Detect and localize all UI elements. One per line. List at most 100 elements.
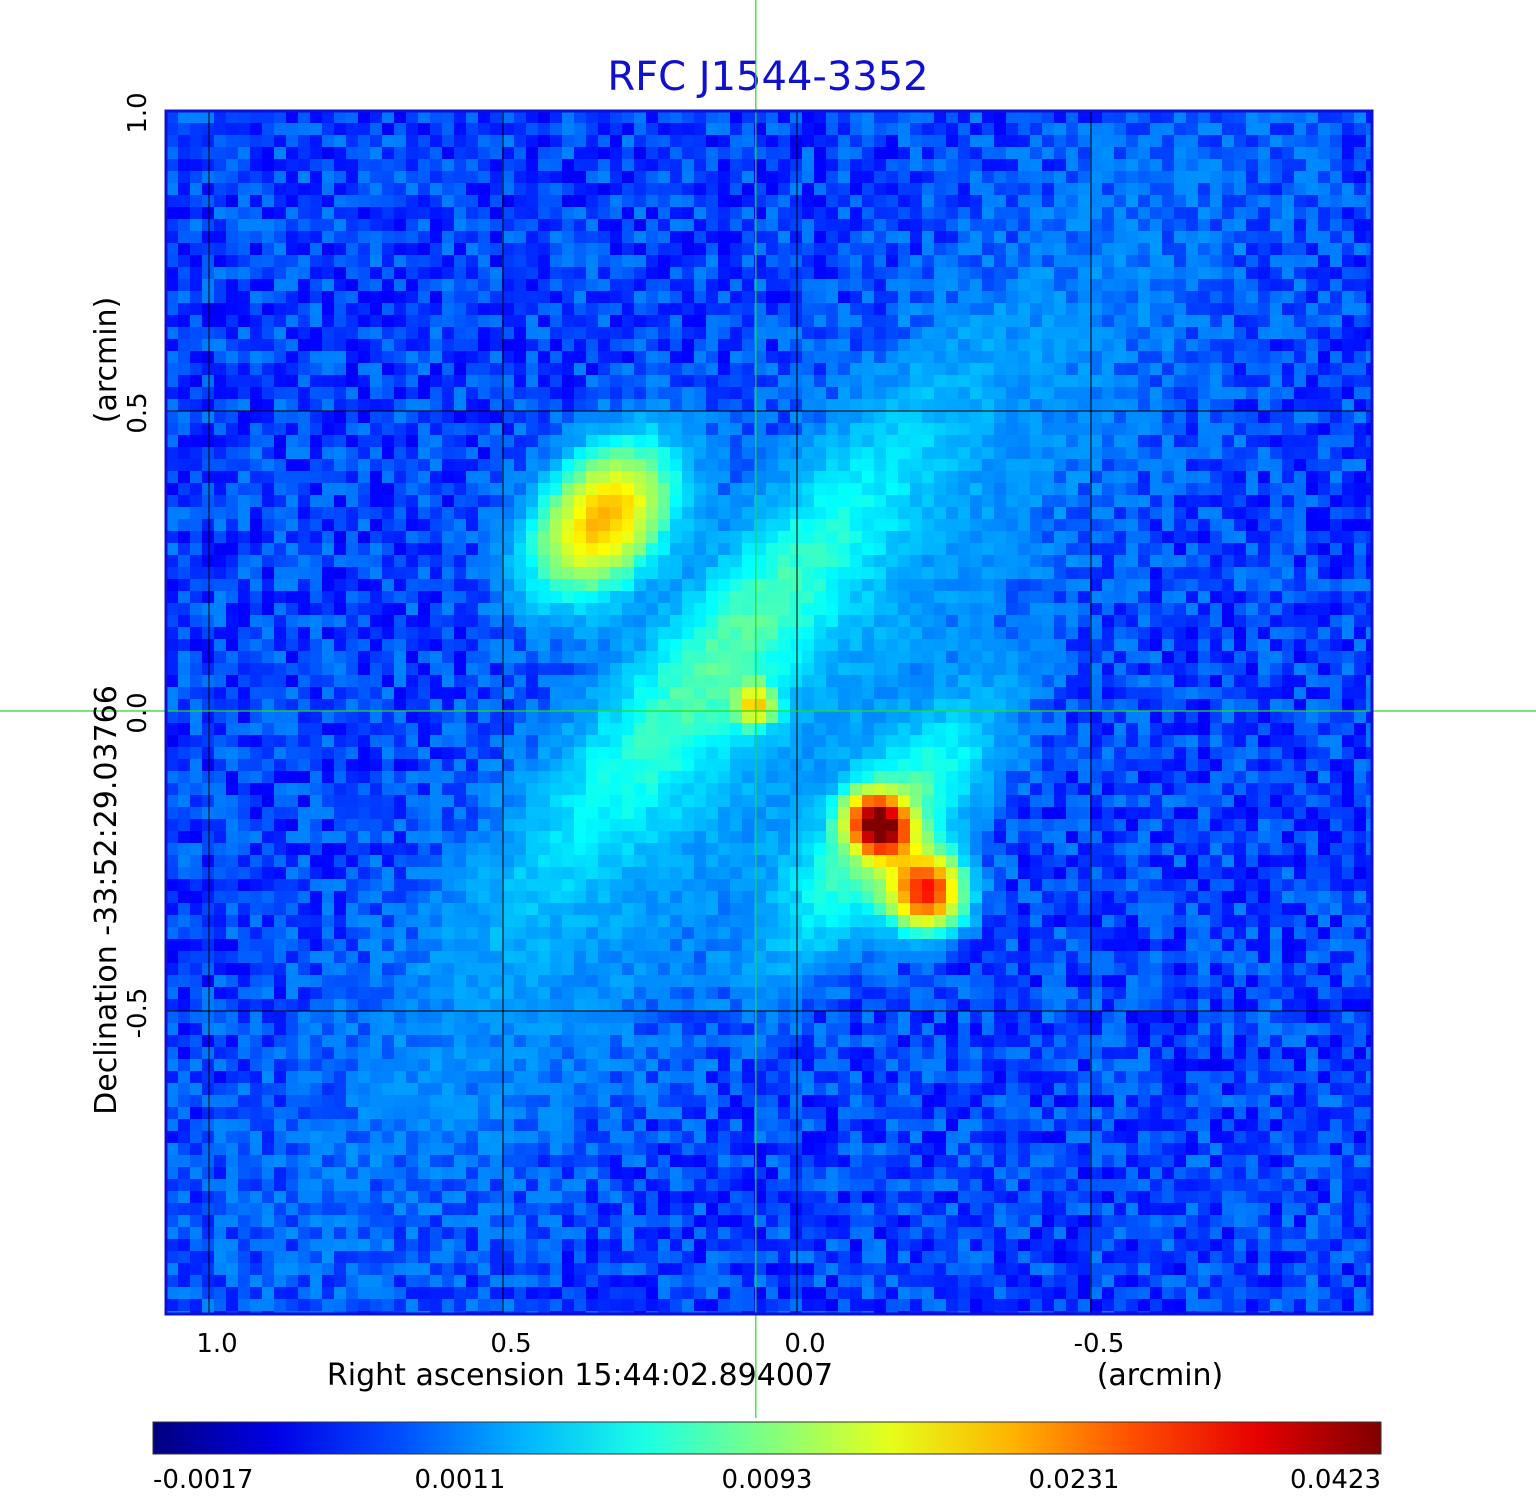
map-pixel <box>1018 255 1031 268</box>
map-pixel <box>682 135 695 148</box>
map-pixel <box>694 135 707 148</box>
map-pixel <box>814 627 827 640</box>
map-pixel <box>1126 339 1139 352</box>
map-pixel <box>250 267 263 280</box>
map-pixel <box>766 531 779 544</box>
map-pixel <box>862 615 875 628</box>
map-pixel <box>166 363 179 376</box>
map-pixel <box>1198 663 1211 676</box>
map-pixel <box>1234 375 1247 388</box>
map-pixel <box>1090 243 1103 256</box>
map-pixel <box>1066 495 1079 508</box>
map-pixel <box>466 279 479 292</box>
map-pixel <box>1258 471 1271 484</box>
map-pixel <box>370 171 383 184</box>
map-pixel <box>442 339 455 352</box>
map-pixel <box>334 531 347 544</box>
map-pixel <box>262 255 275 268</box>
map-pixel <box>1186 135 1199 148</box>
map-pixel <box>1246 507 1259 520</box>
map-pixel <box>1030 363 1043 376</box>
map-pixel <box>406 111 419 124</box>
map-pixel <box>478 291 491 304</box>
map-pixel <box>478 363 491 376</box>
map-pixel <box>1030 267 1043 280</box>
map-pixel <box>814 243 827 256</box>
map-pixel <box>778 591 791 604</box>
map-pixel <box>334 639 347 652</box>
map-pixel <box>1150 447 1163 460</box>
map-pixel <box>238 435 251 448</box>
map-pixel <box>1078 183 1091 196</box>
map-pixel <box>358 663 371 676</box>
map-pixel <box>1318 303 1331 316</box>
map-pixel <box>346 171 359 184</box>
map-pixel <box>334 363 347 376</box>
map-pixel <box>250 687 263 700</box>
map-pixel <box>238 171 251 184</box>
map-pixel <box>226 435 239 448</box>
map-pixel <box>418 699 431 712</box>
map-pixel <box>1054 411 1067 424</box>
map-pixel <box>706 195 719 208</box>
map-pixel <box>658 267 671 280</box>
map-pixel <box>694 411 707 424</box>
map-pixel <box>838 459 851 472</box>
map-pixel <box>1210 207 1223 220</box>
map-pixel <box>694 339 707 352</box>
map-pixel <box>1114 327 1127 340</box>
map-pixel <box>334 483 347 496</box>
map-pixel <box>1102 159 1115 172</box>
map-pixel <box>490 279 503 292</box>
map-pixel <box>286 363 299 376</box>
map-pixel <box>1018 627 1031 640</box>
map-pixel <box>454 507 467 520</box>
map-pixel <box>214 159 227 172</box>
map-pixel <box>1066 375 1079 388</box>
map-pixel <box>238 351 251 364</box>
map-pixel <box>790 471 803 484</box>
map-pixel <box>1174 243 1187 256</box>
map-pixel <box>970 423 983 436</box>
map-pixel <box>1042 279 1055 292</box>
map-pixel <box>574 303 587 316</box>
map-pixel <box>418 423 431 436</box>
map-pixel <box>670 651 683 664</box>
map-pixel <box>1294 435 1307 448</box>
map-pixel <box>826 663 839 676</box>
map-pixel <box>310 327 323 340</box>
map-pixel <box>586 171 599 184</box>
map-pixel <box>1210 183 1223 196</box>
map-pixel <box>778 231 791 244</box>
map-pixel <box>1066 135 1079 148</box>
map-pixel <box>586 147 599 160</box>
map-pixel <box>838 687 851 700</box>
map-pixel <box>1234 327 1247 340</box>
map-pixel <box>826 243 839 256</box>
map-pixel <box>886 351 899 364</box>
map-pixel <box>586 555 599 568</box>
map-pixel <box>1330 639 1343 652</box>
map-pixel <box>1114 219 1127 232</box>
map-pixel <box>1234 195 1247 208</box>
map-pixel <box>874 375 887 388</box>
map-pixel <box>814 483 827 496</box>
map-pixel <box>1126 651 1139 664</box>
map-pixel <box>1102 687 1115 700</box>
map-pixel <box>694 567 707 580</box>
map-pixel <box>1282 255 1295 268</box>
map-pixel <box>958 639 971 652</box>
map-pixel <box>754 675 767 688</box>
map-pixel <box>1258 339 1271 352</box>
map-pixel <box>922 267 935 280</box>
map-pixel <box>598 495 611 508</box>
map-pixel <box>538 351 551 364</box>
map-pixel <box>310 435 323 448</box>
map-pixel <box>1054 531 1067 544</box>
map-pixel <box>274 435 287 448</box>
map-pixel <box>1330 435 1343 448</box>
map-pixel <box>730 411 743 424</box>
map-pixel <box>370 435 383 448</box>
map-pixel <box>994 447 1007 460</box>
map-pixel <box>898 591 911 604</box>
